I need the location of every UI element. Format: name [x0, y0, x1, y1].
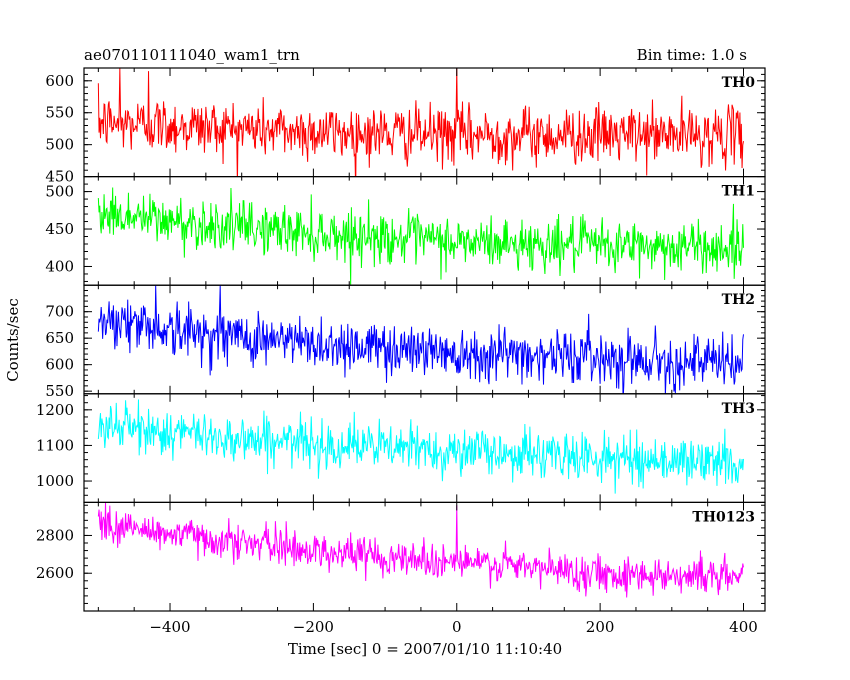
x-tick-label: −200	[293, 618, 334, 636]
y-tick-label: 650	[45, 329, 74, 347]
x-tick-label: 400	[729, 618, 758, 636]
y-tick-label: 1200	[36, 401, 74, 419]
y-tick-label: 700	[45, 303, 74, 321]
panel-label-th3: TH3	[722, 401, 755, 417]
series-line-th2	[97, 285, 744, 394]
panel-label-th0123: TH0123	[692, 509, 755, 525]
y-tick-label: 450	[45, 220, 74, 238]
y-tick-label: 1000	[36, 472, 74, 490]
panel-frame-th2	[83, 284, 766, 395]
panel-th0: 450 500 550 600 TH0	[45, 67, 766, 186]
panel-frame-th0	[83, 67, 766, 178]
y-tick-label: 550	[45, 104, 74, 122]
panel-th1: 400 450 500 TH1	[45, 176, 766, 286]
x-axis-title: Time [sec] 0 = 2007/01/10 11:10:40	[288, 640, 562, 658]
y-tick-label: 400	[45, 257, 74, 275]
x-axis: −400 −200 0 200 400	[149, 618, 757, 636]
y-tick-label: 500	[45, 136, 74, 154]
panel-label-th0: TH0	[722, 75, 756, 91]
y-tick-label: 500	[45, 183, 74, 201]
figure-title: ae070110111040_wam1_trn	[84, 46, 300, 64]
y-tick-label: 450	[45, 168, 74, 186]
y-axis-title: Counts/sec	[4, 298, 22, 382]
x-tick-label: −400	[149, 618, 190, 636]
y-tick-label: 550	[45, 382, 74, 400]
y-tick-label: 600	[45, 72, 74, 90]
panel-frame-th0123	[83, 501, 766, 612]
bin-time-label: Bin time: 1.0 s	[637, 46, 747, 64]
y-tick-label: 1100	[36, 436, 74, 454]
y-tick-label: 600	[45, 356, 74, 374]
series-line-th1	[97, 187, 744, 285]
series-line-th3	[97, 399, 744, 494]
y-tick-label: 2600	[36, 564, 74, 582]
panel-th0123: 2600 2800 TH0123	[36, 501, 766, 612]
x-tick-label: 0	[452, 618, 462, 636]
x-tick-label: 200	[586, 618, 615, 636]
series-line-th0	[97, 68, 744, 177]
panel-label-th2: TH2	[722, 292, 755, 308]
panel-th2: 550 600 650 700 TH2	[45, 284, 766, 400]
series-line-th0123	[97, 502, 744, 598]
panel-label-th1: TH1	[722, 184, 755, 200]
panel-th3: 1000 1100 1200 TH3	[36, 393, 766, 503]
y-tick-label: 2800	[36, 526, 74, 544]
